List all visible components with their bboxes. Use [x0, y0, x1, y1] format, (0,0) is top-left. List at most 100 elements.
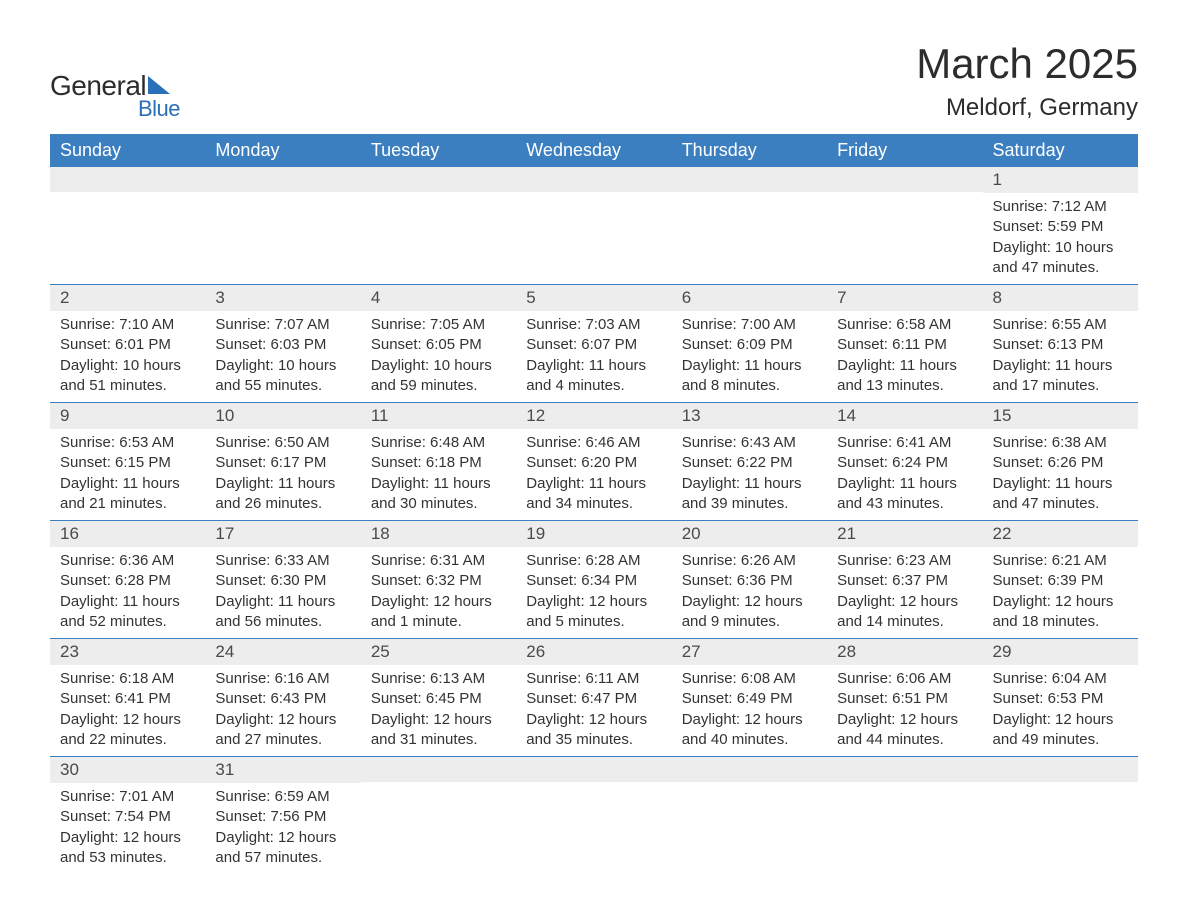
day-number: 27: [672, 639, 827, 665]
day-number: 22: [983, 521, 1138, 547]
day-sr: Sunrise: 6:06 AM: [837, 669, 972, 689]
calendar-cell: 23Sunrise: 6:18 AMSunset: 6:41 PMDayligh…: [50, 639, 205, 757]
day-dl1: Daylight: 12 hours: [60, 710, 195, 730]
day-content: Sunrise: 7:07 AMSunset: 6:03 PMDaylight:…: [205, 311, 360, 402]
calendar-cell: 14Sunrise: 6:41 AMSunset: 6:24 PMDayligh…: [827, 403, 982, 521]
day-sr: Sunrise: 6:55 AM: [993, 315, 1128, 335]
day-number: 25: [361, 639, 516, 665]
day-number: 21: [827, 521, 982, 547]
day-sr: Sunrise: 6:46 AM: [526, 433, 661, 453]
logo-triangle-icon: [148, 76, 170, 94]
calendar-week-row: 30Sunrise: 7:01 AMSunset: 7:54 PMDayligh…: [50, 757, 1138, 875]
calendar-cell: 12Sunrise: 6:46 AMSunset: 6:20 PMDayligh…: [516, 403, 671, 521]
day-dl2: and 59 minutes.: [371, 376, 506, 396]
weekday-header: Sunday: [50, 134, 205, 167]
day-content: Sunrise: 6:06 AMSunset: 6:51 PMDaylight:…: [827, 665, 982, 756]
day-dl1: Daylight: 11 hours: [371, 474, 506, 494]
day-dl1: Daylight: 10 hours: [215, 356, 350, 376]
day-ss: Sunset: 6:39 PM: [993, 571, 1128, 591]
day-dl2: and 51 minutes.: [60, 376, 195, 396]
day-sr: Sunrise: 7:05 AM: [371, 315, 506, 335]
calendar-cell: [516, 167, 671, 285]
calendar-cell: 31Sunrise: 6:59 AMSunset: 7:56 PMDayligh…: [205, 757, 360, 875]
calendar-cell: [827, 167, 982, 285]
day-dl2: and 8 minutes.: [682, 376, 817, 396]
calendar-cell: 19Sunrise: 6:28 AMSunset: 6:34 PMDayligh…: [516, 521, 671, 639]
calendar-week-row: 1Sunrise: 7:12 AMSunset: 5:59 PMDaylight…: [50, 167, 1138, 285]
calendar-week-row: 23Sunrise: 6:18 AMSunset: 6:41 PMDayligh…: [50, 639, 1138, 757]
day-number: 12: [516, 403, 671, 429]
empty-day-number: [516, 167, 671, 192]
calendar-cell: 27Sunrise: 6:08 AMSunset: 6:49 PMDayligh…: [672, 639, 827, 757]
day-ss: Sunset: 6:45 PM: [371, 689, 506, 709]
day-ss: Sunset: 6:09 PM: [682, 335, 817, 355]
day-dl1: Daylight: 11 hours: [993, 356, 1128, 376]
calendar-cell: 25Sunrise: 6:13 AMSunset: 6:45 PMDayligh…: [361, 639, 516, 757]
day-content: Sunrise: 6:16 AMSunset: 6:43 PMDaylight:…: [205, 665, 360, 756]
empty-day-number: [50, 167, 205, 192]
day-number: 13: [672, 403, 827, 429]
day-dl2: and 35 minutes.: [526, 730, 661, 750]
day-number: 5: [516, 285, 671, 311]
day-dl1: Daylight: 11 hours: [993, 474, 1128, 494]
day-dl1: Daylight: 11 hours: [526, 474, 661, 494]
day-content: Sunrise: 6:11 AMSunset: 6:47 PMDaylight:…: [516, 665, 671, 756]
day-dl2: and 49 minutes.: [993, 730, 1128, 750]
day-ss: Sunset: 6:24 PM: [837, 453, 972, 473]
day-sr: Sunrise: 6:38 AM: [993, 433, 1128, 453]
day-dl1: Daylight: 12 hours: [215, 828, 350, 848]
day-ss: Sunset: 6:36 PM: [682, 571, 817, 591]
day-ss: Sunset: 6:18 PM: [371, 453, 506, 473]
weekday-header: Monday: [205, 134, 360, 167]
day-sr: Sunrise: 7:12 AM: [993, 197, 1128, 217]
day-ss: Sunset: 6:01 PM: [60, 335, 195, 355]
day-content: Sunrise: 7:01 AMSunset: 7:54 PMDaylight:…: [50, 783, 205, 874]
day-ss: Sunset: 6:05 PM: [371, 335, 506, 355]
calendar-week-row: 9Sunrise: 6:53 AMSunset: 6:15 PMDaylight…: [50, 403, 1138, 521]
day-content: Sunrise: 6:55 AMSunset: 6:13 PMDaylight:…: [983, 311, 1138, 402]
calendar-cell: 28Sunrise: 6:06 AMSunset: 6:51 PMDayligh…: [827, 639, 982, 757]
day-number: 24: [205, 639, 360, 665]
day-sr: Sunrise: 6:33 AM: [215, 551, 350, 571]
calendar-cell: 20Sunrise: 6:26 AMSunset: 6:36 PMDayligh…: [672, 521, 827, 639]
day-ss: Sunset: 7:56 PM: [215, 807, 350, 827]
empty-day-number: [672, 167, 827, 192]
day-content: Sunrise: 7:03 AMSunset: 6:07 PMDaylight:…: [516, 311, 671, 402]
day-number: 29: [983, 639, 1138, 665]
day-dl2: and 4 minutes.: [526, 376, 661, 396]
day-ss: Sunset: 6:34 PM: [526, 571, 661, 591]
day-number: 14: [827, 403, 982, 429]
day-dl2: and 5 minutes.: [526, 612, 661, 632]
calendar-cell: 2Sunrise: 7:10 AMSunset: 6:01 PMDaylight…: [50, 285, 205, 403]
day-number: 3: [205, 285, 360, 311]
day-dl1: Daylight: 12 hours: [371, 592, 506, 612]
calendar-cell: 6Sunrise: 7:00 AMSunset: 6:09 PMDaylight…: [672, 285, 827, 403]
calendar-cell: 26Sunrise: 6:11 AMSunset: 6:47 PMDayligh…: [516, 639, 671, 757]
day-sr: Sunrise: 7:07 AM: [215, 315, 350, 335]
calendar-cell: 1Sunrise: 7:12 AMSunset: 5:59 PMDaylight…: [983, 167, 1138, 285]
day-sr: Sunrise: 6:16 AM: [215, 669, 350, 689]
day-sr: Sunrise: 7:03 AM: [526, 315, 661, 335]
day-dl2: and 47 minutes.: [993, 258, 1128, 278]
empty-day-number: [516, 757, 671, 782]
day-dl2: and 53 minutes.: [60, 848, 195, 868]
day-number: 23: [50, 639, 205, 665]
calendar-cell: 29Sunrise: 6:04 AMSunset: 6:53 PMDayligh…: [983, 639, 1138, 757]
day-number: 8: [983, 285, 1138, 311]
logo: General Blue: [50, 70, 180, 122]
calendar-cell: 9Sunrise: 6:53 AMSunset: 6:15 PMDaylight…: [50, 403, 205, 521]
calendar-cell: 15Sunrise: 6:38 AMSunset: 6:26 PMDayligh…: [983, 403, 1138, 521]
day-ss: Sunset: 6:07 PM: [526, 335, 661, 355]
day-number: 28: [827, 639, 982, 665]
month-title: March 2025: [916, 40, 1138, 88]
day-ss: Sunset: 6:37 PM: [837, 571, 972, 591]
day-dl2: and 14 minutes.: [837, 612, 972, 632]
day-number: 6: [672, 285, 827, 311]
day-dl2: and 13 minutes.: [837, 376, 972, 396]
day-ss: Sunset: 6:51 PM: [837, 689, 972, 709]
day-ss: Sunset: 6:32 PM: [371, 571, 506, 591]
day-dl2: and 55 minutes.: [215, 376, 350, 396]
day-dl1: Daylight: 11 hours: [60, 592, 195, 612]
calendar-cell: 7Sunrise: 6:58 AMSunset: 6:11 PMDaylight…: [827, 285, 982, 403]
day-dl1: Daylight: 11 hours: [682, 474, 817, 494]
